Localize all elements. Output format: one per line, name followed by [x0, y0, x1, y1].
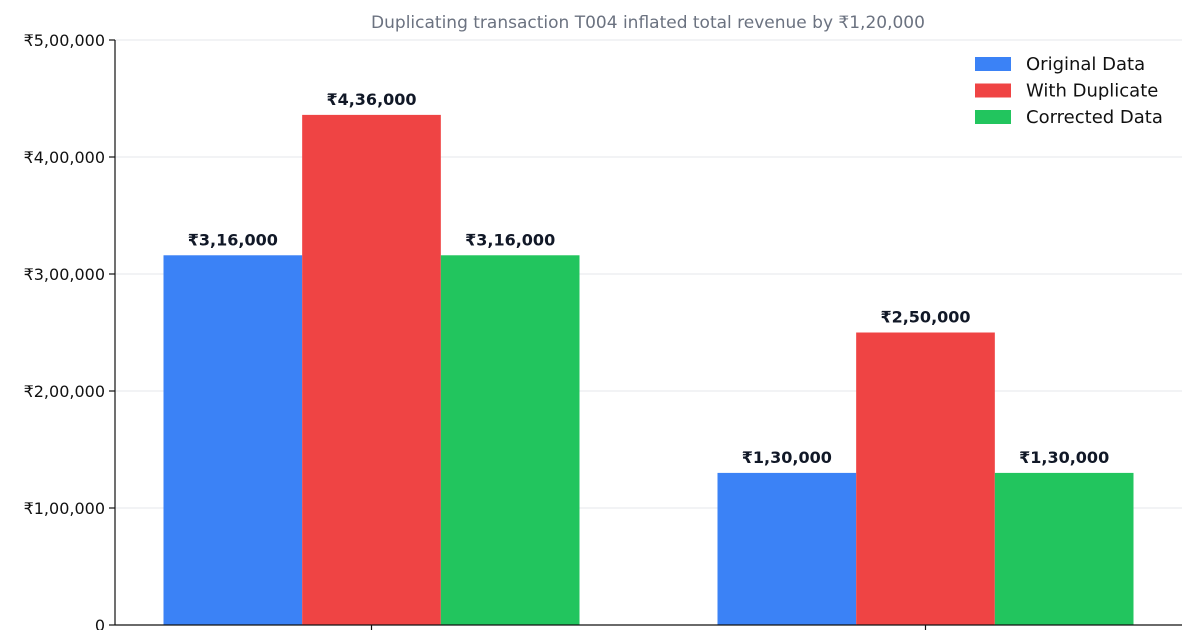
legend-label: With Duplicate — [1026, 81, 1158, 102]
bar — [994, 472, 1134, 625]
bar-value-label: ₹2,50,000 — [880, 308, 970, 327]
y-tick-label: ₹1,00,000 — [24, 499, 105, 518]
data-labels: ₹3,16,000 ₹4,36,000 ₹3,16,000 ₹1,30,000 ₹2,5… — [188, 90, 1109, 467]
chart-title: Duplicating transaction T004 inflated to… — [371, 13, 925, 33]
bar — [717, 472, 857, 625]
y-tick-label: ₹4,00,000 — [24, 148, 105, 167]
legend-label: Original Data — [1026, 54, 1145, 75]
bar — [440, 255, 580, 625]
axes: 0 ₹1,00,000 ₹2,00,000 ₹3,00,000 ₹4,00,000 ₹5,… — [24, 31, 1182, 630]
bar-value-label: ₹4,36,000 — [326, 90, 416, 109]
bar-value-label: ₹1,30,000 — [1019, 448, 1109, 467]
bars — [163, 114, 1134, 625]
bar-value-label: ₹1,30,000 — [742, 448, 832, 467]
bar — [856, 332, 995, 625]
legend: Original Data With Duplicate Corrected Dat… — [975, 54, 1163, 128]
bar-value-label: ₹3,16,000 — [188, 230, 278, 249]
y-tick-label: ₹3,00,000 — [24, 265, 105, 284]
legend-swatch — [975, 83, 1011, 98]
legend-swatch — [975, 110, 1011, 124]
legend-label: Corrected Data — [1026, 107, 1163, 128]
bar-value-label: ₹3,16,000 — [465, 230, 555, 249]
legend-swatch — [975, 57, 1011, 71]
y-tick-label: ₹2,00,000 — [24, 382, 105, 401]
y-tick-label: ₹5,00,000 — [24, 31, 105, 50]
y-tick-label: 0 — [95, 616, 105, 630]
bar — [302, 114, 441, 625]
bar — [163, 255, 303, 625]
